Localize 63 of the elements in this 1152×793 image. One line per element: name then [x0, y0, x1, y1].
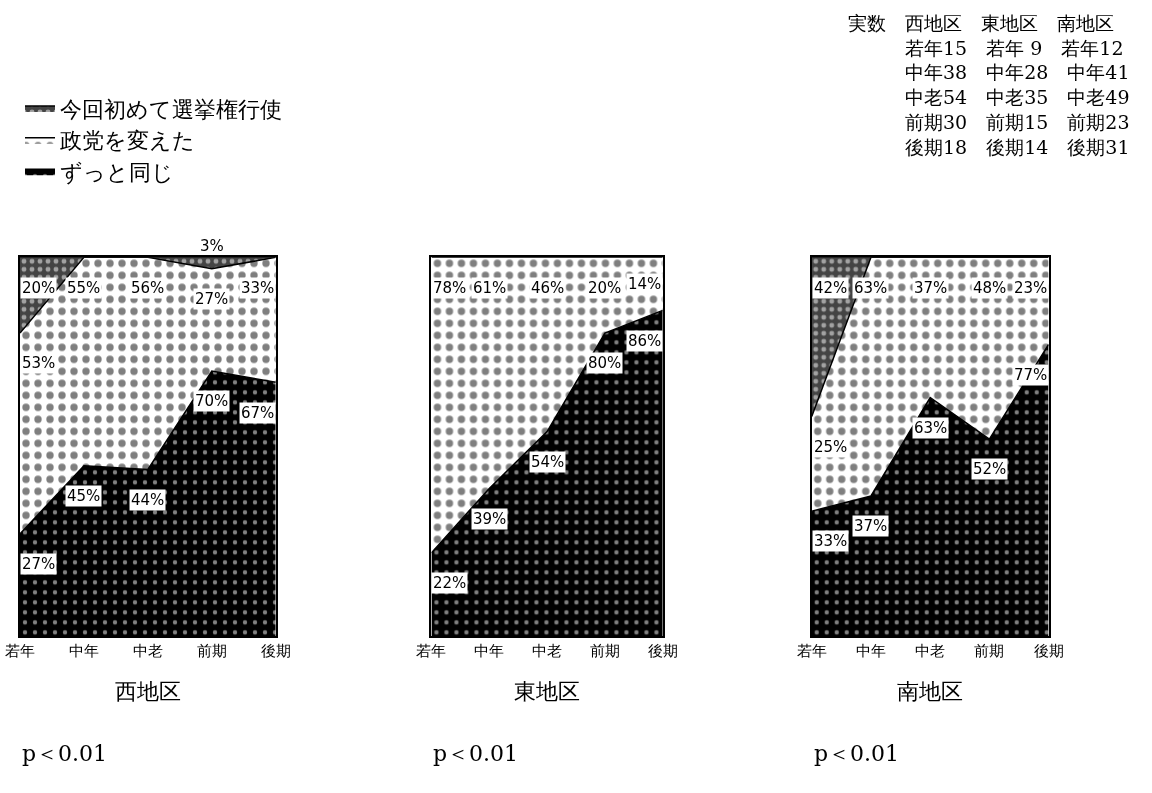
legend-label: 今回初めて選挙権行使 — [60, 96, 282, 122]
data-label: 86% — [628, 332, 662, 350]
data-label: 39% — [473, 510, 507, 528]
data-label: 14% — [628, 275, 662, 293]
data-label: 52% — [973, 460, 1007, 478]
x-tick-label: 中年 — [855, 641, 886, 660]
data-label: 44% — [131, 491, 165, 509]
data-label: 56% — [131, 279, 165, 297]
x-axis-title: 南地区 — [897, 679, 964, 705]
data-label: 23% — [1014, 279, 1048, 297]
text: 前期30 前期15 前期23 — [848, 110, 1130, 133]
x-tick-label: 若年 — [5, 641, 35, 660]
x-axis-title: 東地区 — [514, 679, 581, 705]
x-tick-label: 前期 — [589, 641, 620, 660]
x-tick-label: 前期 — [974, 641, 1005, 660]
text: 若年15 若年 9 若年12 — [848, 36, 1124, 59]
data-label: 46% — [531, 279, 565, 297]
data-label: 55% — [67, 279, 101, 297]
data-label: 63% — [854, 279, 888, 297]
data-label: 80% — [588, 354, 622, 372]
data-label: 67% — [241, 404, 275, 422]
data-label: 3% — [200, 237, 224, 255]
x-tick-label: 中年 — [474, 641, 505, 660]
text: 実数 西地区 東地区 南地区 — [848, 12, 1114, 34]
data-label: 20% — [22, 279, 56, 297]
legend-label: ずっと同じ — [60, 159, 174, 185]
data-label: 61% — [473, 279, 507, 297]
text: 中老54 中老35 中老49 — [848, 86, 1130, 109]
data-label: 33% — [814, 532, 848, 550]
data-label: 22% — [433, 574, 467, 592]
data-label: 20% — [588, 279, 622, 297]
data-label: 53% — [22, 354, 56, 372]
data-label: 25% — [814, 438, 848, 456]
legend-label: 政党を変えた — [60, 128, 195, 154]
x-tick-label: 前期 — [196, 641, 227, 660]
x-tick-label: 中年 — [68, 641, 99, 660]
data-label: 78% — [433, 279, 467, 297]
data-label: 33% — [241, 279, 275, 297]
x-tick-label: 中老 — [915, 641, 946, 660]
data-label: 42% — [814, 279, 848, 297]
data-label: 37% — [914, 279, 948, 297]
data-label: 63% — [914, 419, 948, 437]
text: p＜0.01 — [814, 741, 900, 766]
text: p＜0.01 — [433, 741, 519, 766]
data-label: 27% — [195, 290, 229, 308]
x-tick-label: 後期 — [260, 641, 291, 660]
text: p＜0.01 — [22, 741, 108, 766]
x-tick-label: 後期 — [647, 641, 678, 660]
text: 後期18 後期14 後期31 — [848, 135, 1130, 158]
x-axis-title: 西地区 — [114, 679, 181, 705]
x-tick-label: 若年 — [416, 641, 447, 660]
data-label: 48% — [973, 279, 1007, 297]
data-label: 37% — [854, 517, 888, 535]
data-label: 27% — [22, 555, 56, 573]
x-tick-label: 後期 — [1033, 641, 1064, 660]
data-label: 77% — [1014, 366, 1048, 384]
x-tick-label: 中老 — [132, 641, 163, 660]
x-tick-label: 若年 — [796, 641, 827, 660]
x-tick-label: 中老 — [532, 641, 563, 660]
data-label: 70% — [195, 392, 229, 410]
text: 中年38 中年28 中年41 — [848, 61, 1130, 84]
data-label: 54% — [531, 453, 565, 471]
data-label: 45% — [67, 487, 101, 505]
